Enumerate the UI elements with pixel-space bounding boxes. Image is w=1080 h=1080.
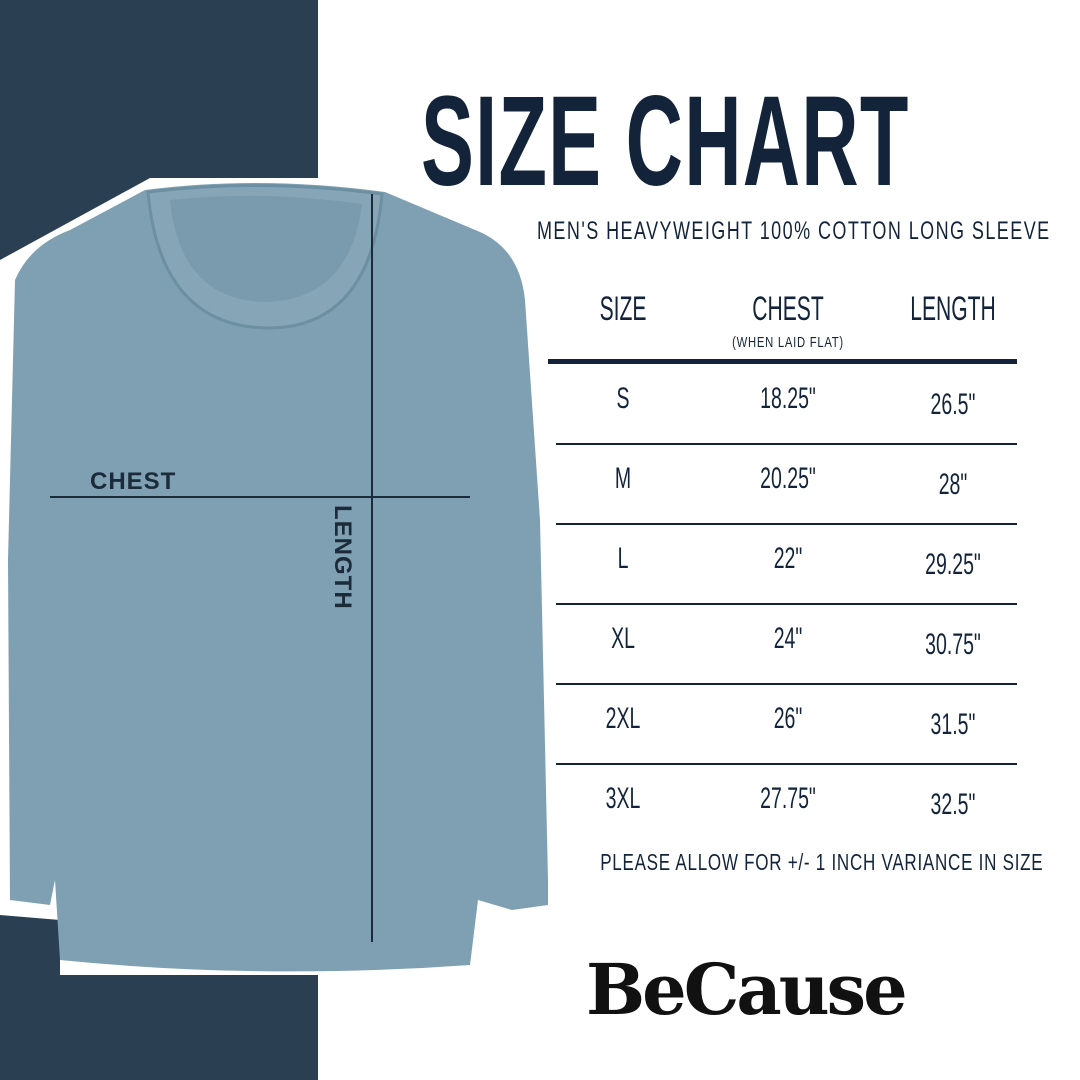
row-divider — [556, 523, 1017, 525]
cell-length: 28" — [938, 468, 968, 501]
header-length: LENGTH — [910, 290, 996, 328]
page-title: SIZE CHART — [421, 70, 910, 213]
cell-length: 29.25" — [925, 548, 981, 581]
row-divider — [556, 763, 1017, 765]
cell-size: XL — [611, 622, 635, 655]
variance-note: PLEASE ALLOW FOR +/- 1 INCH VARIANCE IN … — [600, 849, 1044, 875]
cell-size: S — [616, 382, 630, 415]
cell-chest: 22" — [773, 542, 803, 575]
row-divider — [556, 443, 1017, 445]
row-divider — [556, 683, 1017, 685]
cell-size: 2XL — [605, 702, 641, 735]
subtitle: MEN'S HEAVYWEIGHT 100% COTTON LONG SLEEV… — [537, 217, 1051, 245]
header-chest-note: (WHEN LAID FLAT) — [732, 334, 844, 351]
length-label: LENGTH — [329, 505, 356, 610]
header-size: SIZE — [599, 290, 647, 328]
cell-chest: 26" — [773, 702, 803, 735]
header-divider — [548, 359, 1017, 364]
chest-label: CHEST — [90, 468, 177, 495]
cell-size: 3XL — [605, 782, 641, 815]
cell-length: 26.5" — [930, 388, 976, 421]
cell-size: L — [617, 542, 629, 575]
cell-chest: 27.75" — [760, 782, 816, 815]
cell-size: M — [614, 462, 632, 495]
cell-length: 30.75" — [925, 628, 981, 661]
cell-length: 32.5" — [930, 788, 976, 821]
shirt-body — [8, 182, 548, 972]
header-chest: CHEST — [752, 290, 824, 328]
cell-chest: 24" — [773, 622, 803, 655]
cell-length: 31.5" — [930, 708, 976, 741]
brand-logo: BeCause — [586, 948, 908, 1031]
row-divider — [556, 603, 1017, 605]
cell-chest: 20.25" — [760, 462, 816, 495]
cell-chest: 18.25" — [760, 382, 816, 415]
